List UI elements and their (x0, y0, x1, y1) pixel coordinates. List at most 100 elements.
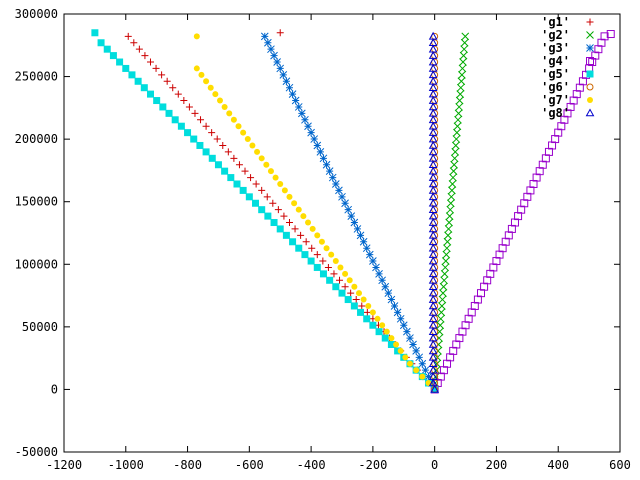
axis-ticks: -1200 -1000 -800 -600 -400 -200 0 200 400 600 -500… (15, 7, 631, 472)
data-point (332, 258, 339, 265)
data-point (428, 256, 438, 265)
data-point (198, 71, 205, 78)
data-point (267, 168, 274, 175)
data-point (428, 205, 438, 213)
data-point (309, 225, 316, 232)
series-g8 (428, 31, 440, 393)
data-point (264, 38, 272, 47)
data-point (388, 335, 395, 342)
data-point (374, 315, 381, 322)
data-point (146, 58, 154, 66)
data-point (428, 282, 438, 291)
data-point (428, 108, 438, 117)
data-point (212, 91, 219, 98)
data-point (326, 276, 334, 284)
data-point (413, 367, 420, 374)
legend-label: 'g4' (541, 54, 570, 68)
data-point (428, 262, 438, 271)
data-point (307, 128, 315, 137)
data-point (295, 206, 302, 213)
data-point (435, 327, 444, 336)
legend-marker (587, 97, 593, 103)
data-point (437, 308, 446, 317)
x-tick-label: -1000 (108, 458, 144, 472)
data-point (116, 58, 124, 66)
data-point (258, 206, 266, 214)
x-tick-label: 600 (609, 458, 631, 472)
data-point (332, 283, 340, 291)
data-point (338, 192, 346, 201)
data-point (455, 96, 464, 105)
data-point (428, 70, 438, 79)
data-point (258, 155, 265, 162)
data-point (330, 270, 338, 278)
data-point (406, 360, 413, 367)
data-point (449, 173, 457, 182)
data-point (443, 237, 452, 246)
data-point (365, 302, 372, 309)
data-point (384, 289, 393, 297)
data-point (428, 179, 438, 188)
data-point (221, 103, 228, 110)
data-point (263, 193, 271, 201)
data-point (375, 328, 383, 336)
data-point (430, 384, 440, 393)
data-point (454, 115, 462, 124)
data-point (269, 199, 277, 207)
data-point (428, 76, 438, 85)
data-point (277, 180, 284, 187)
data-point (443, 244, 451, 253)
data-point (307, 257, 315, 265)
y-tick-label: 250000 (15, 70, 58, 84)
data-point (446, 205, 455, 214)
data-point (442, 250, 451, 259)
data-point (272, 174, 279, 181)
data-point (323, 245, 330, 252)
x-tick-label: -400 (297, 458, 326, 472)
data-point (449, 167, 458, 176)
data-point (297, 231, 305, 239)
data-point (276, 29, 284, 37)
data-point (428, 346, 438, 355)
data-point (302, 238, 310, 246)
data-point (396, 314, 405, 323)
data-point (428, 224, 438, 233)
data-point (319, 257, 327, 265)
data-point (406, 334, 414, 342)
data-point (428, 128, 438, 136)
data-point (281, 187, 288, 194)
data-point (280, 212, 288, 220)
data-point (428, 352, 438, 361)
data-point (289, 238, 297, 246)
data-point (295, 244, 303, 252)
data-point (226, 110, 233, 117)
data-point (363, 308, 371, 316)
data-point (352, 296, 360, 304)
y-tick-label: 300000 (15, 7, 58, 21)
data-point (140, 84, 148, 92)
data-point (458, 64, 467, 73)
data-point (365, 250, 374, 259)
data-point (324, 263, 332, 271)
data-point (241, 167, 249, 175)
legend-marker (586, 18, 594, 26)
data-point (428, 115, 438, 124)
data-point (606, 30, 615, 39)
plot-frame (63, 13, 621, 453)
data-point (428, 121, 438, 130)
data-point (337, 264, 344, 271)
data-point (270, 51, 278, 60)
data-point (130, 39, 138, 47)
data-point (300, 213, 307, 220)
data-point (428, 230, 438, 239)
data-point (428, 372, 438, 380)
legend-marker (586, 57, 594, 65)
data-point (344, 296, 352, 304)
data-point (249, 142, 256, 149)
data-point (428, 359, 438, 368)
data-point (421, 366, 430, 375)
y-tick-label: 0 (51, 382, 58, 396)
data-point (301, 251, 309, 259)
data-point (409, 340, 417, 349)
data-point (276, 64, 285, 73)
